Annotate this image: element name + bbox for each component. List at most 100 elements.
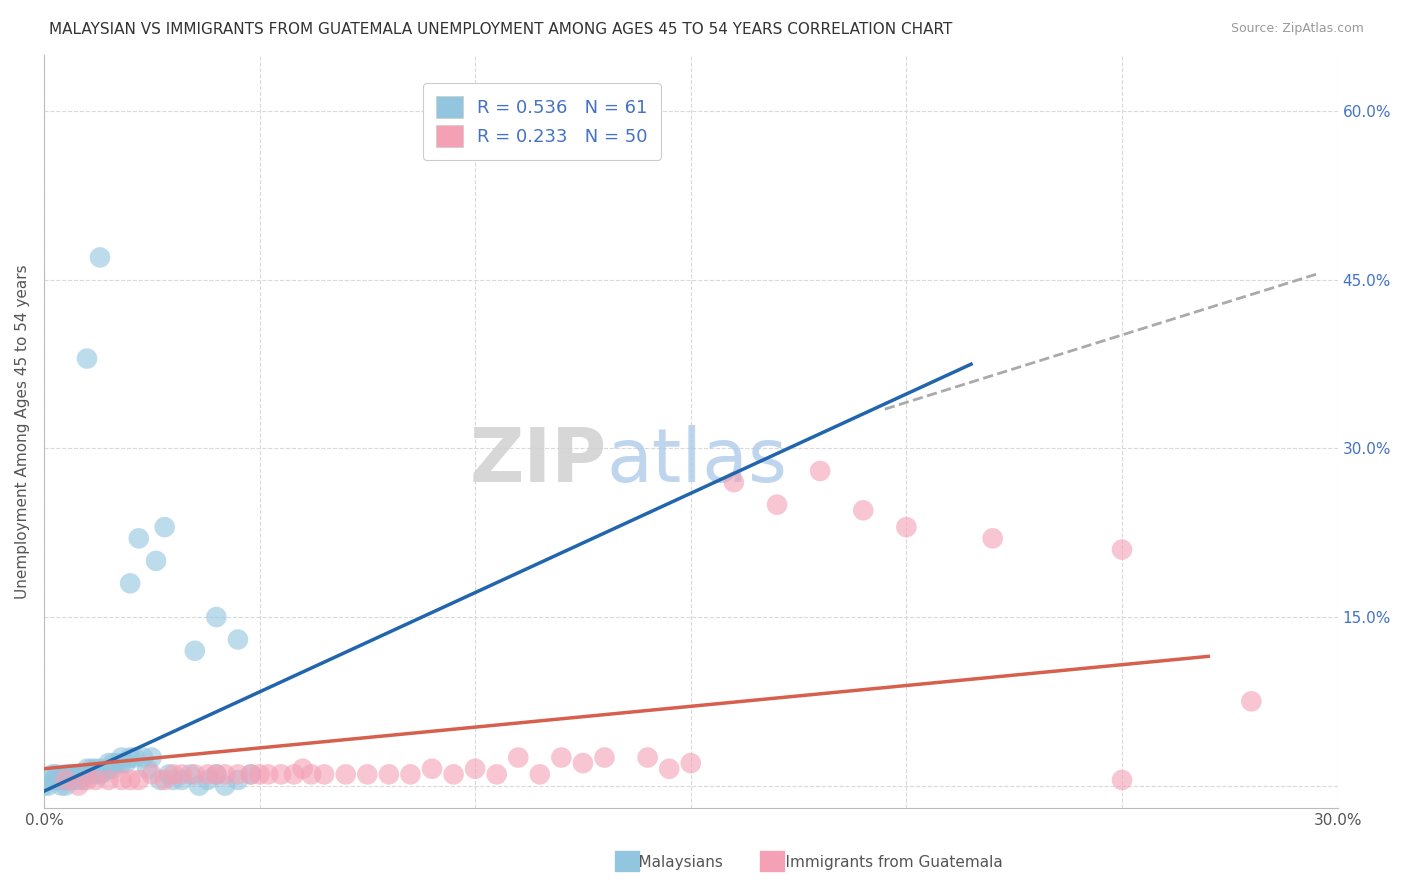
Point bbox=[852, 503, 875, 517]
Point bbox=[1111, 542, 1133, 557]
Point bbox=[55, 772, 77, 787]
Point bbox=[593, 750, 616, 764]
Point bbox=[55, 779, 77, 793]
Point bbox=[679, 756, 702, 771]
Point bbox=[270, 767, 292, 781]
Text: atlas: atlas bbox=[606, 425, 787, 499]
Point bbox=[335, 767, 357, 781]
Point bbox=[149, 772, 172, 787]
Point bbox=[132, 750, 155, 764]
Point bbox=[299, 767, 322, 781]
Point bbox=[110, 756, 132, 771]
Point bbox=[188, 779, 211, 793]
Point bbox=[157, 767, 180, 781]
Text: Immigrants from Guatemala: Immigrants from Guatemala bbox=[766, 855, 1002, 870]
Point bbox=[896, 520, 918, 534]
Point bbox=[205, 610, 228, 624]
Point bbox=[45, 767, 67, 781]
Point bbox=[89, 767, 111, 781]
Point bbox=[76, 351, 98, 366]
Point bbox=[41, 767, 63, 781]
Point bbox=[1111, 772, 1133, 787]
Legend: R = 0.536   N = 61, R = 0.233   N = 50: R = 0.536 N = 61, R = 0.233 N = 50 bbox=[423, 83, 661, 160]
Point bbox=[93, 765, 115, 780]
Point bbox=[110, 750, 132, 764]
Point bbox=[136, 762, 159, 776]
Point bbox=[45, 772, 67, 787]
Point bbox=[184, 644, 207, 658]
Point bbox=[49, 772, 72, 787]
Point bbox=[291, 762, 314, 776]
Point bbox=[257, 767, 280, 781]
Point bbox=[84, 767, 107, 781]
Point bbox=[59, 767, 82, 781]
Point bbox=[97, 762, 120, 776]
Point bbox=[55, 772, 77, 787]
Point bbox=[162, 772, 184, 787]
Point bbox=[59, 772, 82, 787]
Point bbox=[84, 772, 107, 787]
Point bbox=[314, 767, 336, 781]
Point bbox=[120, 576, 142, 591]
Point bbox=[97, 756, 120, 771]
Point bbox=[723, 475, 745, 490]
Point bbox=[80, 762, 103, 776]
Point bbox=[141, 767, 163, 781]
Point bbox=[128, 772, 150, 787]
Point bbox=[67, 767, 90, 781]
Point bbox=[97, 772, 120, 787]
Text: MALAYSIAN VS IMMIGRANTS FROM GUATEMALA UNEMPLOYMENT AMONG AGES 45 TO 54 YEARS CO: MALAYSIAN VS IMMIGRANTS FROM GUATEMALA U… bbox=[49, 22, 953, 37]
Point bbox=[239, 767, 262, 781]
Point bbox=[84, 762, 107, 776]
Point bbox=[226, 632, 249, 647]
Point bbox=[239, 767, 262, 781]
Point bbox=[981, 532, 1004, 546]
Point bbox=[120, 750, 142, 764]
Point bbox=[529, 767, 551, 781]
Point bbox=[105, 756, 128, 771]
Point bbox=[808, 464, 831, 478]
Point bbox=[214, 767, 236, 781]
Point bbox=[101, 762, 124, 776]
Point bbox=[420, 762, 443, 776]
Point bbox=[197, 767, 219, 781]
Point bbox=[153, 772, 176, 787]
Point bbox=[184, 767, 207, 781]
Point bbox=[72, 772, 94, 787]
Point bbox=[249, 767, 271, 781]
Point bbox=[205, 767, 228, 781]
Point bbox=[89, 762, 111, 776]
Point bbox=[67, 772, 90, 787]
Text: ZIP: ZIP bbox=[470, 425, 606, 499]
Point bbox=[637, 750, 659, 764]
Point bbox=[67, 779, 90, 793]
Point bbox=[572, 756, 595, 771]
Point bbox=[124, 750, 146, 764]
Point bbox=[464, 762, 486, 776]
Point bbox=[128, 532, 150, 546]
Point bbox=[162, 767, 184, 781]
Point bbox=[110, 772, 132, 787]
Point bbox=[1240, 694, 1263, 708]
Point bbox=[76, 772, 98, 787]
Point bbox=[89, 251, 111, 265]
Point bbox=[226, 772, 249, 787]
Point bbox=[153, 520, 176, 534]
Point bbox=[226, 767, 249, 781]
Point bbox=[658, 762, 681, 776]
Point bbox=[63, 772, 86, 787]
Point bbox=[443, 767, 465, 781]
Point bbox=[399, 767, 422, 781]
Point bbox=[120, 772, 142, 787]
Point bbox=[508, 750, 530, 764]
Point bbox=[63, 767, 86, 781]
Y-axis label: Unemployment Among Ages 45 to 54 years: Unemployment Among Ages 45 to 54 years bbox=[15, 264, 30, 599]
Point bbox=[197, 772, 219, 787]
Point bbox=[378, 767, 401, 781]
Point bbox=[145, 554, 167, 568]
Point bbox=[170, 772, 193, 787]
Point bbox=[180, 767, 202, 781]
Point bbox=[37, 779, 59, 793]
Point bbox=[114, 756, 136, 771]
Point bbox=[76, 767, 98, 781]
